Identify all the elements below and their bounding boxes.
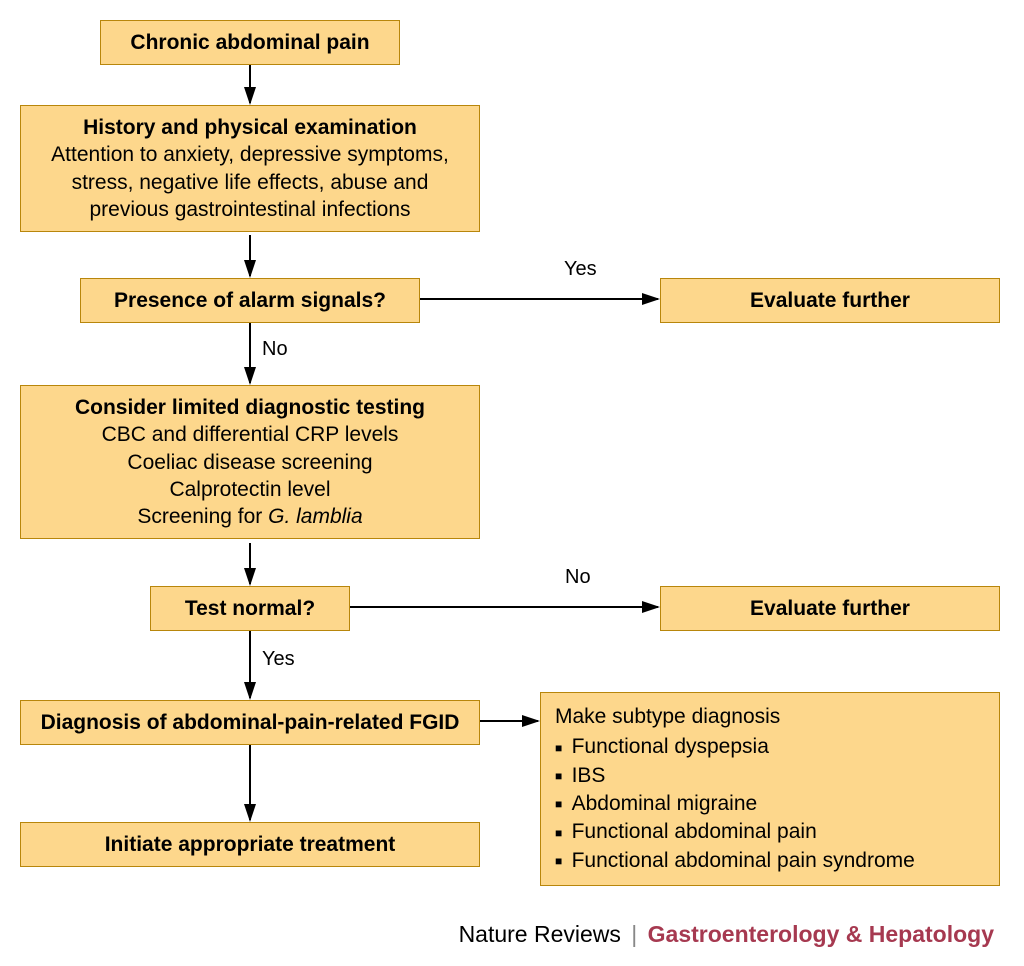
edge-label-yes-1: Yes — [564, 258, 597, 281]
node-body-line: Coeliac disease screening — [33, 449, 467, 476]
node-diagnostic-testing: Consider limited diagnostic testing CBC … — [20, 385, 480, 539]
footer-separator: | — [631, 921, 637, 947]
node-diagnosis-fgid: Diagnosis of abdominal-pain-related FGID — [20, 700, 480, 745]
footer-journal: Gastroenterology & Hepatology — [648, 921, 994, 947]
node-title: Chronic abdominal pain — [113, 29, 387, 56]
edge-label-no-1: No — [262, 338, 288, 361]
list-item: Functional abdominal pain syndrome — [555, 847, 985, 875]
node-body-line: Screening for G. lamblia — [33, 503, 467, 530]
node-title: History and physical examination — [33, 114, 467, 141]
subtype-list: Functional dyspepsia IBS Abdominal migra… — [555, 733, 985, 875]
node-title: Evaluate further — [673, 287, 987, 314]
node-initiate-treatment: Initiate appropriate treatment — [20, 822, 480, 867]
node-body-line: CBC and differential CRP levels — [33, 421, 467, 448]
node-title: Diagnosis of abdominal-pain-related FGID — [33, 709, 467, 736]
node-body-line: Calprotectin level — [33, 476, 467, 503]
edge-label-yes-2: Yes — [262, 648, 295, 671]
node-title: Test normal? — [163, 595, 337, 622]
node-title: Consider limited diagnostic testing — [33, 394, 467, 421]
flowchart-container: Chronic abdominal pain History and physi… — [0, 0, 1024, 966]
node-test-normal: Test normal? — [150, 586, 350, 631]
node-history-exam: History and physical examination Attenti… — [20, 105, 480, 232]
node-title: Presence of alarm signals? — [93, 287, 407, 314]
footer-credit: Nature Reviews | Gastroenterology & Hepa… — [459, 921, 994, 948]
node-title: Initiate appropriate treatment — [33, 831, 467, 858]
node-evaluate-further-1: Evaluate further — [660, 278, 1000, 323]
list-item: Abdominal migraine — [555, 790, 985, 818]
footer-publisher: Nature Reviews — [459, 921, 621, 947]
list-item: Functional dyspepsia — [555, 733, 985, 761]
list-item: IBS — [555, 762, 985, 790]
node-title: Evaluate further — [673, 595, 987, 622]
node-evaluate-further-2: Evaluate further — [660, 586, 1000, 631]
subtype-header: Make subtype diagnosis — [555, 703, 985, 731]
node-chronic-abdominal-pain: Chronic abdominal pain — [100, 20, 400, 65]
edge-label-no-2: No — [565, 566, 591, 589]
node-body: Attention to anxiety, depressive symptom… — [33, 141, 467, 223]
node-alarm-signals: Presence of alarm signals? — [80, 278, 420, 323]
list-item: Functional abdominal pain — [555, 818, 985, 846]
node-subtype-diagnosis: Make subtype diagnosis Functional dyspep… — [540, 692, 1000, 886]
